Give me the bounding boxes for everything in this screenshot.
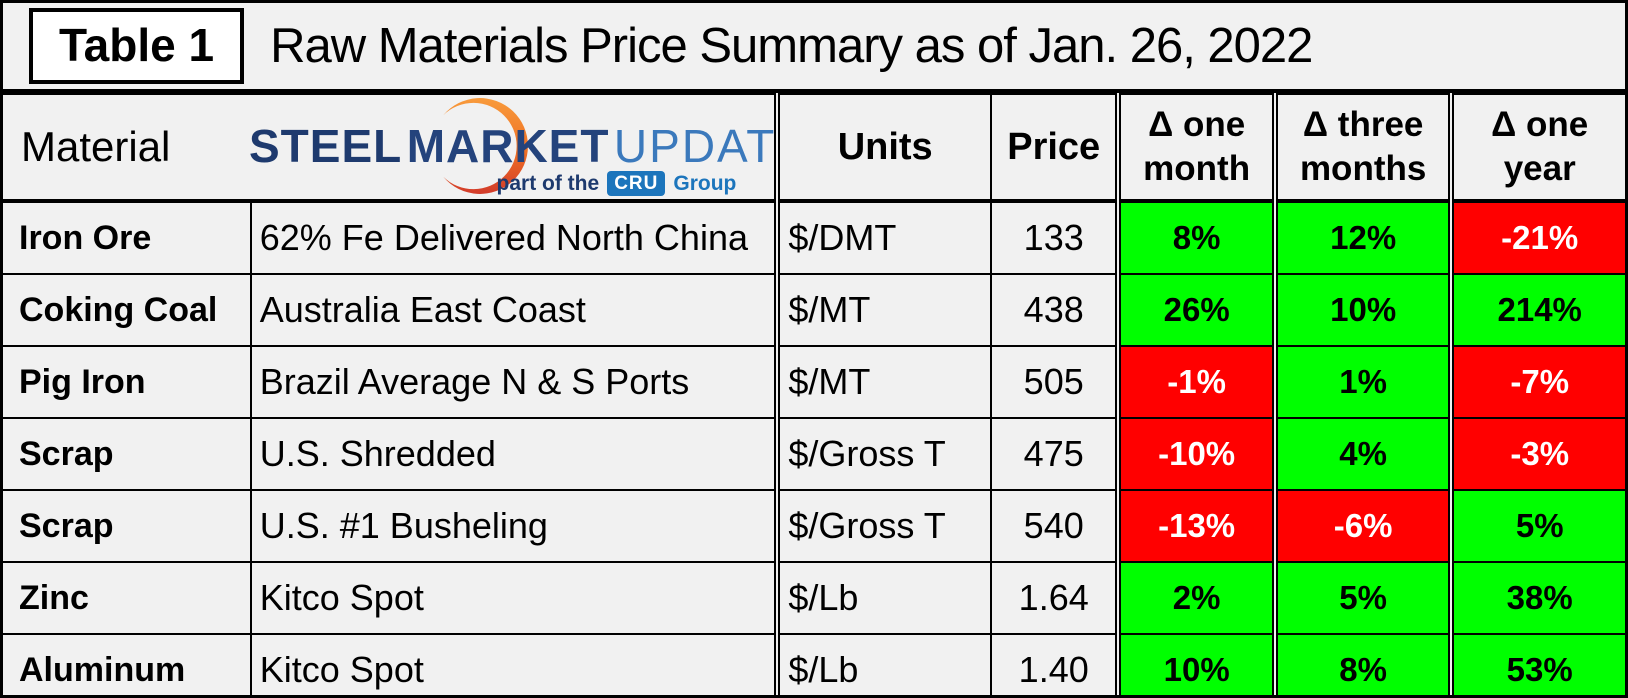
material-cell: Iron Ore: [3, 200, 252, 275]
material-cell: Aluminum: [3, 633, 252, 695]
price-cell: 1.64: [990, 561, 1120, 635]
figure-title: Raw Materials Price Summary as of Jan. 2…: [270, 19, 1313, 73]
price-cell: 540: [990, 489, 1120, 563]
delta-one-year-cell: 214%: [1448, 273, 1625, 347]
delta-one-year-cell: 53%: [1448, 633, 1625, 695]
description-cell: Kitco Spot: [249, 561, 779, 635]
delta-one-month-cell: -13%: [1115, 489, 1276, 563]
cru-logo-badge: CRU: [607, 171, 666, 196]
material-cell: Scrap: [3, 417, 252, 491]
delta-one-year-cell: 38%: [1448, 561, 1625, 635]
price-cell: 1.40: [990, 633, 1120, 695]
steel-market-update-logo: STEEL MARKET UPDATE part of the CRU Grou…: [249, 97, 777, 197]
table-row-pig-iron: Pig Iron Brazil Average N & S Ports $/MT…: [3, 345, 1625, 419]
logo-tagline: part of the CRU Group: [496, 171, 737, 196]
table-row-coking-coal: Coking Coal Australia East Coast $/MT 43…: [3, 273, 1625, 347]
price-summary-table-wrapper: Material: [3, 93, 1625, 695]
header-row: Material: [3, 93, 1625, 203]
price-summary-table: Material: [3, 93, 1625, 695]
price-cell: 133: [990, 200, 1120, 275]
table-row-scrap-shredded: Scrap U.S. Shredded $/Gross T 475 -10% 4…: [3, 417, 1625, 491]
logo-wordmark: STEEL MARKET UPDATE: [249, 120, 777, 172]
description-cell: U.S. Shredded: [249, 417, 779, 491]
table-number-badge: Table 1: [29, 8, 245, 84]
delta-one-year-cell: -7%: [1448, 345, 1625, 419]
delta-one-month-cell: 8%: [1115, 200, 1276, 275]
material-cell: Zinc: [3, 561, 252, 635]
price-cell: 475: [990, 417, 1120, 491]
delta-one-year-cell: -3%: [1448, 417, 1625, 491]
delta-one-month-cell: 10%: [1115, 633, 1276, 695]
delta-one-year-cell: -21%: [1448, 200, 1625, 275]
table-row-scrap-busheling: Scrap U.S. #1 Busheling $/Gross T 540 -1…: [3, 489, 1625, 563]
description-cell: U.S. #1 Busheling: [249, 489, 779, 563]
units-cell: $/DMT: [774, 200, 993, 275]
delta-three-months-cell: 12%: [1271, 200, 1453, 275]
logo-word-update: UPDATE: [613, 120, 777, 172]
description-cell: Australia East Coast: [249, 273, 779, 347]
table-row-zinc: Zinc Kitco Spot $/Lb 1.64 2% 5% 38%: [3, 561, 1625, 635]
delta-three-months-cell: 1%: [1271, 345, 1453, 419]
units-cell: $/Lb: [774, 561, 993, 635]
price-cell: 438: [990, 273, 1120, 347]
units-cell: $/Gross T: [774, 417, 993, 491]
material-column-header: Material: [21, 123, 171, 170]
description-cell: 62% Fe Delivered North China: [249, 200, 779, 275]
delta-one-month-cell: -10%: [1115, 417, 1276, 491]
logo-word-steel: STEEL: [249, 120, 403, 172]
delta-three-months-cell: 4%: [1271, 417, 1453, 491]
delta-one-month-cell: -1%: [1115, 345, 1276, 419]
logo-tagline-text: part of the: [496, 171, 600, 195]
units-cell: $/MT: [774, 345, 993, 419]
title-band: Table 1 Raw Materials Price Summary as o…: [3, 3, 1625, 93]
delta-one-month-cell: 26%: [1115, 273, 1276, 347]
logo-word-market: MARKET: [406, 120, 610, 172]
delta-one-year-cell: 5%: [1448, 489, 1625, 563]
table-row-iron-ore: Iron Ore 62% Fe Delivered North China $/…: [3, 200, 1625, 275]
material-header-cell: Material: [3, 93, 779, 203]
units-cell: $/Gross T: [774, 489, 993, 563]
description-cell: Kitco Spot: [249, 633, 779, 695]
delta-one-month-cell: 2%: [1115, 561, 1276, 635]
crescent-icon: [443, 98, 528, 194]
table-row-aluminum: Aluminum Kitco Spot $/Lb 1.40 10% 8% 53%: [3, 633, 1625, 695]
price-cell: 505: [990, 345, 1120, 419]
delta-three-months-cell: 5%: [1271, 561, 1453, 635]
units-cell: $/Lb: [774, 633, 993, 695]
description-cell: Brazil Average N & S Ports: [249, 345, 779, 419]
delta-three-months-cell: -6%: [1271, 489, 1453, 563]
material-cell: Scrap: [3, 489, 252, 563]
delta-one-year-column-header: Δ one year: [1448, 93, 1625, 203]
delta-three-months-cell: 8%: [1271, 633, 1453, 695]
units-column-header: Units: [774, 93, 993, 203]
delta-three-months-column-header: Δ three months: [1271, 93, 1453, 203]
material-cell: Coking Coal: [3, 273, 252, 347]
material-cell: Pig Iron: [3, 345, 252, 419]
units-cell: $/MT: [774, 273, 993, 347]
logo-group-text: Group: [673, 171, 737, 195]
delta-three-months-cell: 10%: [1271, 273, 1453, 347]
delta-one-month-column-header: Δ one month: [1115, 93, 1276, 203]
price-column-header: Price: [990, 93, 1120, 203]
